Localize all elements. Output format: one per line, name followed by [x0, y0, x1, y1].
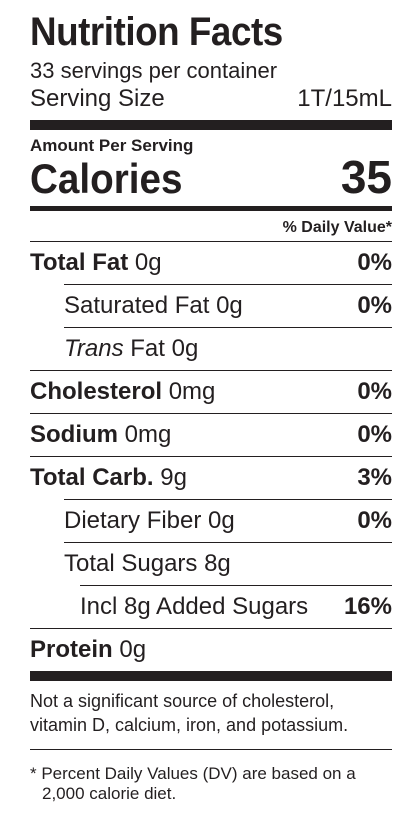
divider-row	[80, 585, 392, 586]
dietary-fiber-name: Dietary Fiber 0g	[64, 507, 235, 534]
protein-name: Protein	[30, 636, 113, 663]
cholesterol-name: Cholesterol	[30, 378, 163, 405]
total-fat-amount: 0g	[134, 249, 162, 276]
saturated-fat-name: Saturated Fat 0g	[64, 292, 243, 319]
sodium-name: Sodium	[30, 421, 118, 448]
footnote-not-significant: Not a significant source of cholesterol,…	[30, 691, 349, 735]
row-protein: Protein 0g	[30, 629, 392, 671]
total-carb-name: Total Carb.	[30, 464, 154, 491]
dietary-fiber-dv: 0%	[357, 507, 392, 534]
calories-value: 35	[340, 151, 392, 203]
cholesterol-amount: 0mg	[168, 378, 216, 405]
divider-row	[64, 327, 392, 328]
footnote-daily-value: * Percent Daily Values (DV) are based on…	[30, 764, 356, 803]
serving-size-value: 1T/15mL	[297, 85, 392, 112]
row-total-carb: Total Carb. 9g 3%	[30, 456, 392, 499]
row-trans-fat: Trans Fat 0g	[30, 328, 392, 370]
divider-row	[64, 499, 392, 500]
serving-size-row: Serving Size 1T/15mL	[30, 84, 392, 114]
amount-per-serving: Amount Per Serving	[30, 136, 194, 155]
row-total-sugars: Total Sugars 8g	[30, 543, 392, 585]
divider-row	[30, 628, 392, 629]
saturated-fat-dv: 0%	[357, 292, 392, 319]
total-fat-name: Total Fat	[30, 249, 129, 276]
trans-fat-italic: Trans	[64, 335, 124, 362]
row-total-fat: Total Fat 0g 0%	[30, 241, 392, 284]
calories-row: Calories 35	[30, 154, 392, 202]
trans-fat-rest: Fat 0g	[130, 335, 199, 362]
divider-footnote	[30, 749, 392, 750]
row-added-sugars: Incl 8g Added Sugars 16%	[30, 586, 392, 628]
row-dietary-fiber: Dietary Fiber 0g 0%	[30, 500, 392, 542]
row-saturated-fat: Saturated Fat 0g 0%	[30, 285, 392, 327]
total-carb-dv: 3%	[357, 464, 392, 491]
total-sugars-name: Total Sugars 8g	[64, 550, 231, 577]
divider-medium	[30, 206, 392, 211]
added-sugars-name: Incl 8g Added Sugars	[80, 593, 309, 620]
divider-row	[64, 284, 392, 285]
total-fat-dv: 0%	[357, 249, 392, 276]
row-sodium: Sodium 0mg 0%	[30, 413, 392, 456]
added-sugars-dv: 16%	[343, 593, 392, 620]
label-title: Nutrition Facts	[30, 10, 283, 54]
divider-thick	[30, 120, 392, 130]
sodium-amount: 0mg	[124, 421, 172, 448]
divider-thick-bottom	[30, 671, 392, 681]
daily-value-header: % Daily Value*	[282, 219, 392, 236]
serving-size-label: Serving Size	[30, 85, 165, 112]
sodium-dv: 0%	[357, 421, 392, 448]
servings-per-container: 33 servings per container	[30, 58, 278, 83]
row-cholesterol: Cholesterol 0mg 0%	[30, 370, 392, 413]
calories-label: Calories	[30, 155, 183, 202]
protein-amount: 0g	[119, 636, 147, 663]
cholesterol-dv: 0%	[357, 378, 392, 405]
total-carb-amount: 9g	[160, 464, 187, 491]
divider-row	[64, 542, 392, 543]
